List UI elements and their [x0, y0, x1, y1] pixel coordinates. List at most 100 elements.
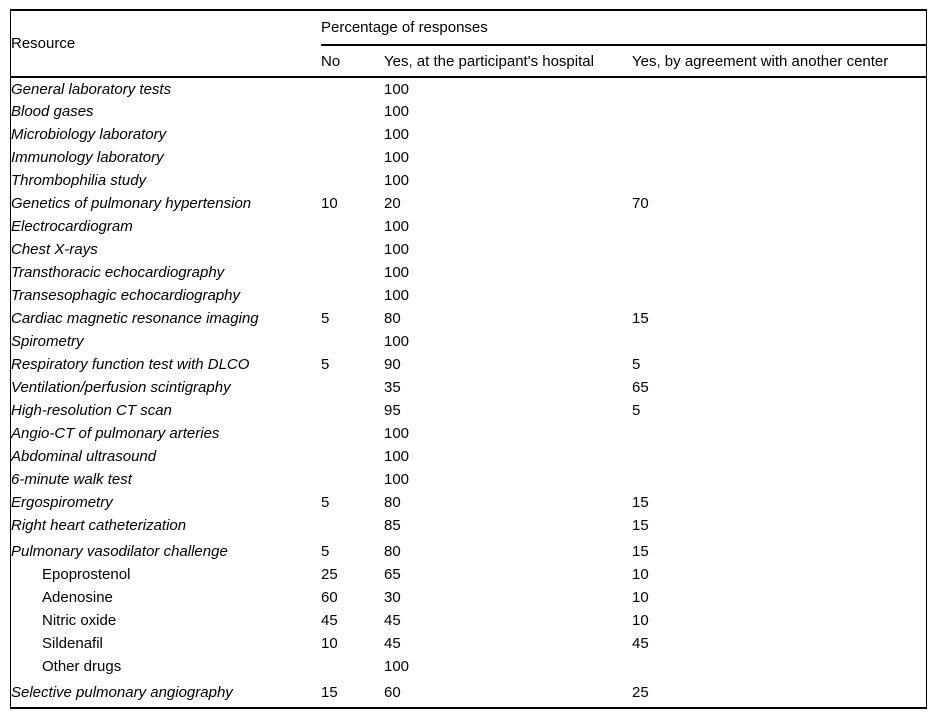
no-cell: 5	[321, 356, 330, 373]
table-row: Spirometry 100	[11, 330, 926, 353]
resource-cell: Spirometry	[11, 333, 84, 350]
group-header-row: Resource Percentage of responses	[11, 11, 926, 78]
resource-cell: Electrocardiogram	[11, 218, 133, 235]
yes-hospital-cell: 30	[384, 589, 401, 606]
no-cell: 5	[321, 310, 330, 327]
yes-hospital-cell: 20	[384, 195, 401, 212]
table-header: Resource Percentage of responses No Yes,…	[11, 11, 926, 78]
no-cell: 10	[321, 195, 338, 212]
no-cell: 5	[321, 494, 330, 511]
resource-cell: Immunology laboratory	[11, 149, 164, 166]
table-row: Genetics of pulmonary hypertension 10 20…	[11, 192, 926, 215]
yes-agreement-cell: 5	[632, 356, 641, 373]
table-row: Right heart catheterization 85 15	[11, 514, 926, 537]
yes-agreement-cell: 10	[632, 589, 649, 606]
yes-agreement-cell	[632, 238, 926, 261]
no-cell	[321, 468, 384, 491]
no-column-header: No	[321, 45, 384, 78]
yes-hospital-cell: 100	[384, 471, 410, 488]
yes-agreement-cell: 10	[632, 612, 649, 629]
group-column-header: Percentage of responses	[321, 11, 926, 46]
table-row: Chest X-rays 100	[11, 238, 926, 261]
table-row: Adenosine 60 30 10	[11, 586, 926, 609]
no-cell	[321, 261, 384, 284]
table-row: Angio-CT of pulmonary arteries 100	[11, 422, 926, 445]
yes-agreement-cell	[632, 146, 926, 169]
resource-table: Resource Percentage of responses No Yes,…	[11, 11, 926, 704]
resource-cell: Ergospirometry	[11, 494, 113, 511]
yes-agreement-cell: 70	[632, 195, 649, 212]
resource-cell: Chest X-rays	[11, 241, 98, 258]
table-row: Ventilation/perfusion scintigraphy 35 65	[11, 376, 926, 399]
yes-hospital-cell: 100	[384, 149, 410, 166]
yes-agreement-cell: 5	[632, 402, 641, 419]
yes-agreement-cell	[632, 468, 926, 491]
yes-hospital-cell: 100	[384, 126, 410, 143]
table-row: Nitric oxide 45 45 10	[11, 609, 926, 632]
yes-hospital-cell: 45	[384, 612, 401, 629]
resource-cell: Sildenafil	[42, 635, 103, 652]
no-cell	[321, 330, 384, 353]
table-row: High-resolution CT scan 95 5	[11, 399, 926, 422]
resource-cell: Respiratory function test with DLCO	[11, 356, 250, 373]
yes-agreement-cell: 15	[632, 543, 649, 560]
yes-agreement-cell	[632, 169, 926, 192]
resource-cell: Pulmonary vasodilator challenge	[11, 543, 228, 560]
yes-agreement-cell: 65	[632, 379, 649, 396]
table-row: Respiratory function test with DLCO 5 90…	[11, 353, 926, 376]
resource-cell: Transesophagic echocardiography	[11, 287, 241, 304]
yes-hospital-cell: 90	[384, 356, 401, 373]
table-row: Blood gases 100	[11, 100, 926, 123]
yes-agreement-cell	[632, 77, 926, 100]
yes-agreement-cell	[632, 100, 926, 123]
table-row: Other drugs 100	[11, 655, 926, 678]
no-cell	[321, 238, 384, 261]
table-row: General laboratory tests 100	[11, 77, 926, 100]
resource-cell: Blood gases	[11, 103, 94, 120]
no-cell: 25	[321, 566, 338, 583]
resource-cell: Epoprostenol	[42, 566, 131, 583]
resource-cell: Transthoracic echocardiography	[11, 264, 225, 281]
resource-cell: Genetics of pulmonary hypertension	[11, 195, 252, 212]
no-cell: 10	[321, 635, 338, 652]
yes-agreement-cell	[632, 261, 926, 284]
resource-cell: Microbiology laboratory	[11, 126, 167, 143]
table-row: Microbiology laboratory 100	[11, 123, 926, 146]
resource-cell: Abdominal ultrasound	[11, 448, 157, 465]
no-cell	[321, 77, 384, 100]
yes-agreement-cell: 15	[632, 517, 649, 534]
yes-hospital-cell: 80	[384, 543, 401, 560]
yes-hospital-column-header: Yes, at the participant's hospital	[384, 45, 632, 78]
yes-hospital-cell: 100	[384, 172, 410, 189]
yes-agreement-cell	[632, 655, 926, 678]
sub-header-row: No Yes, at the participant's hospital Ye…	[11, 45, 926, 78]
no-cell	[321, 399, 384, 422]
resource-cell: Nitric oxide	[42, 612, 117, 629]
yes-hospital-cell: 100	[384, 658, 410, 675]
resource-cell: General laboratory tests	[11, 80, 172, 98]
no-cell	[321, 514, 384, 537]
yes-hospital-cell: 35	[384, 379, 401, 396]
table-row: Cardiac magnetic resonance imaging 5 80 …	[11, 307, 926, 330]
table-body: General laboratory tests 100 Blood gases…	[11, 77, 926, 704]
no-cell: 45	[321, 612, 338, 629]
resource-column-header: Resource	[11, 11, 321, 78]
yes-agreement-cell	[632, 422, 926, 445]
yes-hospital-cell: 100	[384, 287, 410, 304]
yes-agreement-column-header: Yes, by agreement with another center	[632, 45, 926, 78]
yes-agreement-cell: 15	[632, 494, 649, 511]
yes-agreement-cell	[632, 123, 926, 146]
resource-cell: 6-minute walk test	[11, 471, 132, 488]
yes-agreement-cell	[632, 215, 926, 238]
yes-hospital-cell: 60	[384, 684, 401, 701]
resource-cell: Other drugs	[42, 658, 122, 675]
resource-cell: Adenosine	[42, 589, 113, 606]
no-cell	[321, 655, 384, 678]
yes-hospital-cell: 100	[384, 218, 410, 235]
yes-agreement-cell: 15	[632, 310, 649, 327]
yes-hospital-cell: 65	[384, 566, 401, 583]
table-row: Electrocardiogram 100	[11, 215, 926, 238]
yes-hospital-cell: 95	[384, 402, 401, 419]
table-row: Sildenafil 10 45 45	[11, 632, 926, 655]
